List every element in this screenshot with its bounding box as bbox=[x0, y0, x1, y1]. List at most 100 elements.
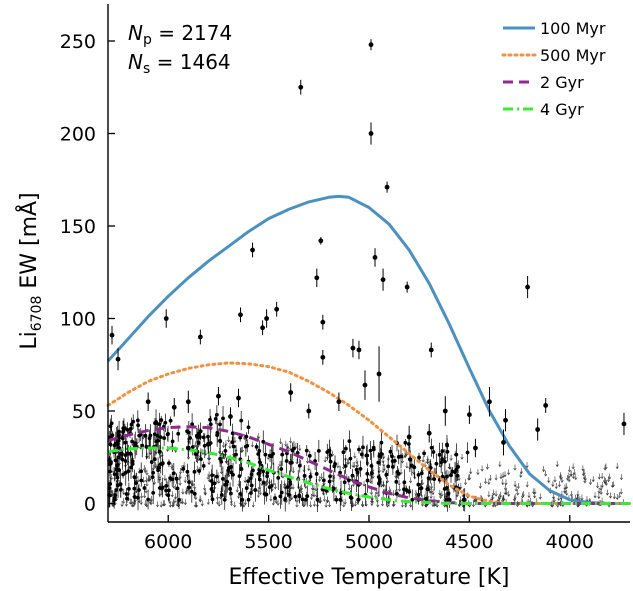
upper-limit-arrow bbox=[596, 485, 600, 489]
data-point bbox=[402, 480, 407, 485]
upper-limit-arrow bbox=[567, 479, 571, 483]
upper-limit-arrow bbox=[265, 482, 269, 486]
data-point bbox=[307, 453, 312, 458]
upper-limit-arrow bbox=[269, 498, 273, 502]
data-point bbox=[370, 471, 374, 476]
upper-limit-arrow bbox=[324, 504, 328, 508]
upper-limit-arrow bbox=[132, 504, 136, 508]
detection-point bbox=[406, 434, 412, 440]
data-point bbox=[109, 421, 114, 426]
upper-limit-arrow bbox=[163, 478, 167, 481]
data-point bbox=[126, 486, 131, 491]
data-point bbox=[328, 474, 332, 479]
data-point bbox=[176, 431, 181, 436]
data-point bbox=[419, 471, 424, 476]
upper-limit-arrow bbox=[405, 465, 409, 469]
data-point bbox=[314, 472, 319, 476]
upper-limit-arrow bbox=[460, 457, 464, 460]
upper-limit-arrow bbox=[217, 504, 221, 507]
upper-limit-arrow bbox=[557, 498, 561, 502]
data-point bbox=[187, 480, 191, 485]
data-point bbox=[243, 444, 248, 449]
count-annotations: Np = 2174 Ns = 1464 bbox=[128, 21, 232, 77]
upper-limit-arrow bbox=[531, 504, 535, 508]
data-point bbox=[195, 435, 200, 439]
data-point bbox=[377, 481, 381, 486]
upper-limit-arrow bbox=[551, 484, 555, 488]
data-point bbox=[130, 439, 135, 444]
upper-limit-arrow bbox=[599, 488, 603, 491]
data-point bbox=[231, 472, 235, 477]
data-point bbox=[215, 430, 220, 435]
data-point bbox=[347, 439, 352, 444]
upper-limit-arrow bbox=[183, 502, 187, 506]
data-point bbox=[246, 479, 251, 484]
upper-limit-arrow bbox=[421, 459, 425, 463]
upper-limit-arrow bbox=[133, 502, 137, 506]
upper-limit-arrow bbox=[336, 465, 340, 469]
upper-limit-arrow bbox=[181, 491, 185, 495]
upper-limit-arrow bbox=[440, 494, 444, 497]
data-point bbox=[146, 497, 150, 502]
data-point bbox=[432, 477, 437, 482]
upper-limit-arrow bbox=[604, 483, 608, 487]
detection-point bbox=[274, 306, 280, 312]
detection-point bbox=[185, 445, 191, 451]
upper-limit-arrow bbox=[499, 495, 503, 498]
data-point bbox=[137, 488, 141, 492]
upper-limit-arrow bbox=[206, 502, 210, 505]
upper-limit-arrow bbox=[420, 504, 425, 507]
upper-limit-arrow bbox=[178, 482, 182, 486]
upper-limit-arrow bbox=[291, 470, 295, 474]
data-point bbox=[300, 497, 305, 502]
upper-limit-arrow bbox=[551, 496, 555, 500]
upper-limit-arrow bbox=[560, 480, 564, 483]
data-point bbox=[199, 457, 203, 462]
y-axis-label-sub: 6708 bbox=[29, 296, 45, 332]
upper-limit-arrow bbox=[243, 480, 247, 484]
upper-limit-arrow bbox=[355, 461, 359, 465]
data-point bbox=[117, 445, 121, 450]
data-point bbox=[108, 482, 113, 486]
upper-limit-arrow bbox=[382, 456, 386, 459]
data-point bbox=[112, 496, 117, 500]
data-point bbox=[327, 479, 332, 484]
upper-limit-arrow bbox=[314, 488, 318, 492]
data-point bbox=[239, 418, 244, 423]
data-point bbox=[278, 494, 283, 499]
upper-limit-arrow bbox=[370, 503, 374, 507]
data-point bbox=[124, 492, 129, 496]
upper-limit-arrow bbox=[544, 473, 548, 477]
data-point bbox=[332, 486, 336, 491]
data-point bbox=[450, 469, 455, 474]
data-point bbox=[134, 481, 139, 485]
data-point bbox=[238, 435, 243, 440]
scatter-layer bbox=[107, 405, 626, 512]
detection-points bbox=[109, 39, 627, 458]
upper-limit-arrow bbox=[516, 486, 520, 490]
data-point bbox=[136, 495, 140, 500]
upper-limit-arrow bbox=[377, 494, 381, 498]
data-point bbox=[253, 488, 258, 492]
upper-limit-arrow bbox=[198, 499, 202, 503]
data-point bbox=[181, 467, 186, 471]
upper-limit-arrow bbox=[175, 503, 179, 507]
upper-limit-arrow bbox=[382, 464, 386, 468]
upper-limit-arrow bbox=[577, 504, 581, 508]
data-point bbox=[210, 473, 215, 478]
data-point bbox=[193, 452, 198, 456]
data-point bbox=[201, 435, 206, 440]
data-point bbox=[280, 452, 285, 457]
data-point bbox=[261, 469, 266, 474]
upper-limit-arrow bbox=[556, 504, 560, 508]
data-point bbox=[130, 462, 135, 466]
data-point bbox=[108, 469, 112, 474]
data-point bbox=[417, 455, 421, 460]
upper-limit-arrow bbox=[429, 486, 434, 489]
upper-limit-arrow bbox=[266, 457, 270, 460]
upper-limit-arrow bbox=[297, 486, 301, 490]
data-point bbox=[129, 422, 134, 427]
data-point bbox=[223, 482, 228, 487]
data-point bbox=[410, 497, 415, 502]
upper-limit-arrow bbox=[425, 503, 429, 507]
